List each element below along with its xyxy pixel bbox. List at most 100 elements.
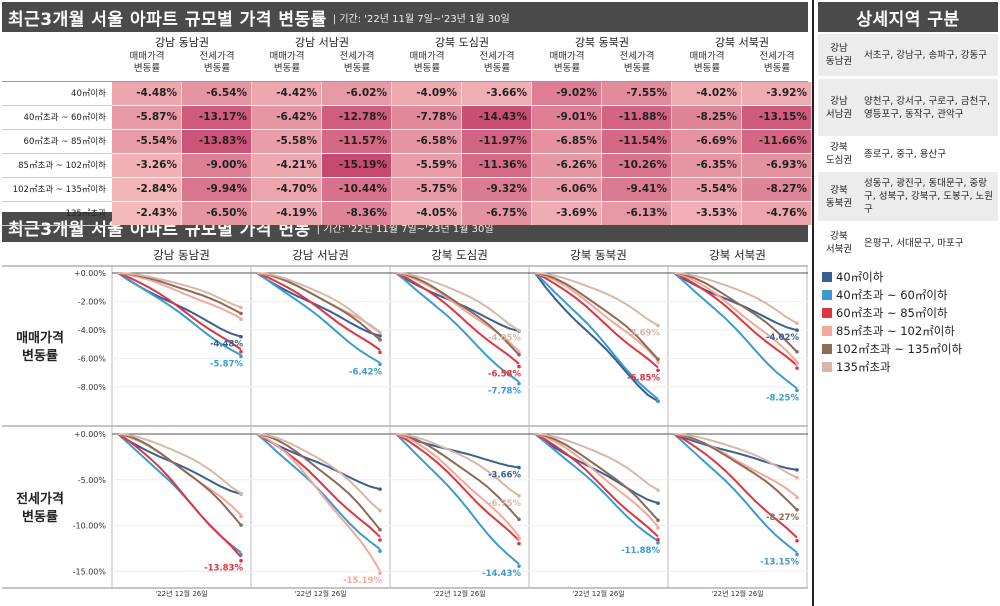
series-endpoint [378, 487, 382, 491]
panel-row-header: 매매가격 변동률 [16, 331, 64, 364]
series-line [395, 433, 520, 538]
series-line [534, 433, 659, 538]
table-cell: -4.05% [392, 202, 462, 225]
series-endpoint [517, 328, 521, 333]
series-endpoint [239, 523, 243, 527]
series-line [395, 433, 520, 497]
data-label: -15.19% [343, 576, 382, 586]
table-cell: -3.66% [462, 82, 532, 105]
series-line [534, 433, 659, 528]
row-label: 40㎡초과 ~ 60㎡이하 [2, 106, 112, 130]
x-tick-label: '22년 12월 26일 [294, 589, 346, 598]
y-tick-label: -15.00% [73, 567, 107, 576]
rent-subheader: 전세가격 변동률 [339, 51, 375, 74]
series-endpoint [239, 305, 243, 310]
side-region-districts: 양천구, 강서구, 구로구, 금천구, 영등포구, 동작구, 관악구 [864, 95, 991, 120]
table-cell: -3.53% [672, 202, 742, 225]
series-line [256, 433, 381, 531]
table-cell: -11.88% [602, 106, 672, 129]
table-cell: -14.43% [462, 106, 532, 129]
row-label: 85㎡초과 ~ 102㎡이하 [2, 154, 112, 178]
series-endpoint [517, 465, 521, 470]
table-cell: -7.78% [392, 106, 462, 129]
table-cell: -4.21% [252, 154, 322, 177]
series-line [117, 433, 242, 526]
table-cell: -9.02% [532, 82, 602, 105]
legend-item: 40㎡초과 ~ 60㎡이하 [822, 286, 998, 304]
side-region-row: 강북 동북권 성동구, 광진구, 동대문구, 중랑구, 성북구, 강북구, 도봉구,… [818, 172, 998, 221]
table-cell: -4.19% [252, 202, 322, 225]
table-cell: -9.32% [462, 178, 532, 201]
table-cell: -5.75% [392, 178, 462, 201]
sale-subheader: 매매가격 변동률 [549, 51, 585, 74]
legend-swatch [822, 362, 832, 372]
table-cell: -10.26% [602, 154, 672, 177]
series-line [256, 272, 381, 337]
series-line [117, 433, 242, 495]
series-endpoint [517, 352, 521, 357]
data-label: -6.75% [488, 499, 521, 509]
data-label: -4.02% [766, 333, 799, 343]
series-endpoint [656, 526, 660, 530]
y-tick-label: +0.00% [74, 269, 107, 278]
series-line [395, 433, 520, 521]
table-top-border [2, 81, 808, 82]
series-line [395, 433, 520, 469]
table-cell: -6.35% [672, 154, 742, 177]
data-label: -8.27% [766, 513, 799, 523]
data-label: -8.25% [766, 393, 799, 403]
data-label: -4.48% [210, 340, 243, 350]
side-region-row: 강북 도심권 종로구, 중구, 용산구 [818, 139, 998, 169]
series-endpoint [517, 541, 521, 546]
legend-label: 102㎡초과 ~ 135㎡이하 [836, 342, 963, 356]
table-cell: -6.50% [182, 202, 252, 225]
series-line [117, 272, 242, 351]
table-cell: -6.13% [602, 202, 672, 225]
data-label: -7.78% [488, 387, 521, 397]
series-line [673, 272, 798, 390]
side-region-name: 강북 도심권 [825, 142, 853, 166]
table-cell: -9.41% [602, 178, 672, 201]
series-endpoint [656, 488, 660, 492]
y-tick-label: -5.00% [78, 476, 107, 485]
legend-swatch [822, 326, 832, 336]
table-cell: -11.66% [742, 130, 812, 153]
table-cell: -9.01% [532, 106, 602, 129]
side-region-name: 강남 서남권 [825, 95, 853, 120]
side-region-name: 강북 동북권 [825, 184, 853, 209]
series-endpoint [656, 518, 660, 523]
series-line [117, 433, 242, 495]
table-cell: -4.42% [252, 82, 322, 105]
data-label: -13.83% [204, 564, 243, 574]
legend-item: 102㎡초과 ~ 135㎡이하 [822, 340, 998, 358]
panel-column-header: 강북 도심권 [431, 248, 488, 262]
series-endpoint [239, 558, 243, 563]
y-tick-label: -8.00% [78, 383, 107, 392]
table-cell: -7.55% [602, 82, 672, 105]
y-tick-label: +0.00% [74, 430, 107, 439]
series-line [673, 433, 798, 479]
table-cell: -4.76% [742, 202, 812, 225]
series-endpoint [517, 494, 521, 498]
series-endpoint [378, 334, 382, 338]
table-cell: -6.93% [742, 154, 812, 177]
table-cell: -4.02% [672, 82, 742, 105]
series-endpoint [795, 475, 799, 480]
table-cell: -9.94% [182, 178, 252, 201]
series-line [256, 433, 381, 512]
table-title: 최근3개월 서울 아파트 규모별 가격 변동률 [8, 9, 327, 30]
series-line [256, 272, 381, 351]
series-endpoint [656, 541, 660, 545]
series-line [673, 433, 798, 554]
series-endpoint [239, 349, 243, 354]
series-endpoint [517, 564, 521, 568]
side-region-districts: 성동구, 광진구, 동대문구, 중랑구, 성북구, 강북구, 도봉구, 노원구 [864, 178, 994, 215]
series-endpoint [239, 354, 243, 359]
data-label: -14.43% [482, 569, 521, 579]
legend-swatch [822, 290, 832, 300]
series-line [673, 272, 798, 353]
series-line [534, 433, 659, 542]
series-endpoint [656, 357, 660, 361]
legend-item: 85㎡초과 ~ 102㎡이하 [822, 322, 998, 340]
